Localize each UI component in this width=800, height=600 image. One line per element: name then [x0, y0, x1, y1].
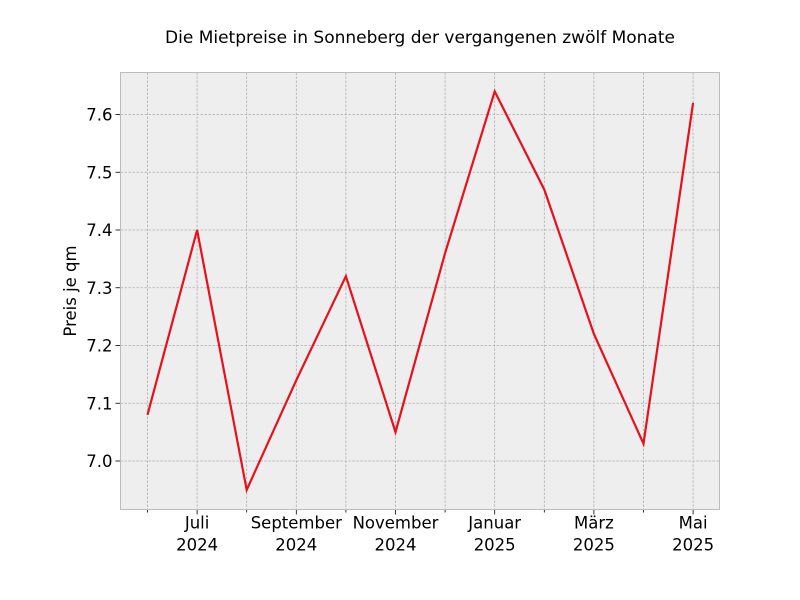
- x-tick-label-month: Mai: [679, 514, 708, 533]
- x-tick-label-month: Juli: [184, 514, 210, 533]
- y-tick-label: 7.1: [86, 394, 112, 413]
- x-tick-labels: Juli 2024 September 2024 November 2024 Januar 2…: [176, 514, 714, 555]
- y-tick-label: 7.6: [86, 106, 112, 125]
- x-tick-label-year: 2025: [672, 536, 714, 555]
- x-tick-label-month: März: [574, 514, 614, 533]
- x-tick-label-year: 2025: [573, 536, 615, 555]
- y-tick-label: 7.2: [86, 337, 112, 356]
- plot-area: [120, 72, 720, 510]
- series-line: [146, 88, 695, 494]
- grid-lines: [120, 72, 720, 510]
- y-tick-label: 7.4: [86, 221, 112, 240]
- series-layer: [146, 88, 695, 494]
- x-tick-label-month: Januar: [467, 514, 521, 533]
- y-tick-label: 7.3: [86, 279, 112, 298]
- x-tick-label-month: November: [353, 514, 439, 533]
- x-tick-label-year: 2024: [176, 536, 218, 555]
- x-tick-label-year: 2025: [474, 536, 516, 555]
- chart-title: Die Mietpreise in Sonneberg der vergange…: [165, 28, 675, 48]
- x-tick-label-year: 2024: [275, 536, 317, 555]
- y-tick-labels: 7.0 7.1 7.2 7.3 7.4 7.5 7.6: [86, 106, 112, 472]
- y-tick-label: 7.0: [86, 452, 112, 471]
- y-tick-label: 7.5: [86, 163, 112, 182]
- plot-frame: [120, 72, 720, 510]
- axis-ticks: [115, 114, 694, 515]
- x-tick-label-month: September: [251, 514, 342, 533]
- y-axis-label: Preis je qm: [61, 245, 80, 336]
- x-tick-label-year: 2024: [375, 536, 417, 555]
